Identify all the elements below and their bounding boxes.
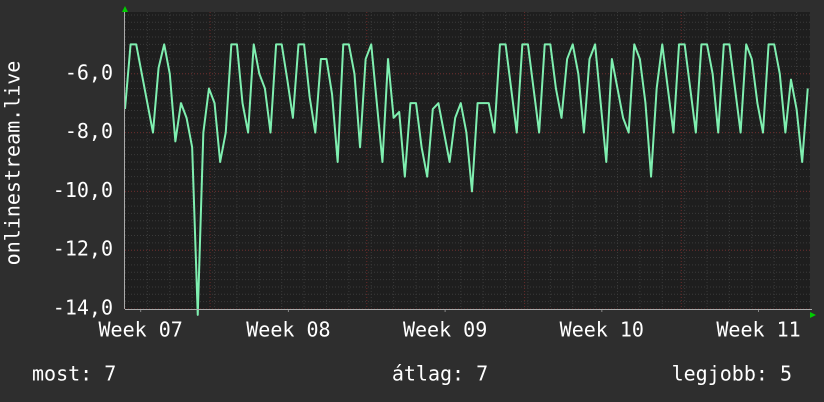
legend-stat: legjobb: 5 xyxy=(672,362,792,386)
legend-stat: átlag: 7 xyxy=(392,362,488,386)
x-tick-label: Week 08 xyxy=(246,318,330,342)
data-line xyxy=(124,43,809,316)
x-tick-label: Week 11 xyxy=(716,318,800,342)
y-arrow xyxy=(122,6,128,12)
x-arrow xyxy=(810,312,816,318)
y-tick-label: -12,0 xyxy=(53,237,113,261)
y-tick-label: -8,0 xyxy=(65,119,113,143)
y-tick-label: -10,0 xyxy=(53,178,113,202)
legend-stat: most: 7 xyxy=(32,362,116,386)
grid xyxy=(124,12,810,310)
y-tick-label: -14,0 xyxy=(53,296,113,320)
y-axis-label: onlinestream.live xyxy=(1,61,25,266)
marks xyxy=(124,43,809,316)
x-tick-label: Week 09 xyxy=(403,318,487,342)
x-tick-label: Week 07 xyxy=(99,318,183,342)
x-tick-label: Week 10 xyxy=(560,318,644,342)
labels: -14,0 -12,0 -10,0 -8,0 -6,0 Week 07 Week 08 Wee… xyxy=(32,8,812,386)
y-tick-label: -6,0 xyxy=(65,60,113,84)
